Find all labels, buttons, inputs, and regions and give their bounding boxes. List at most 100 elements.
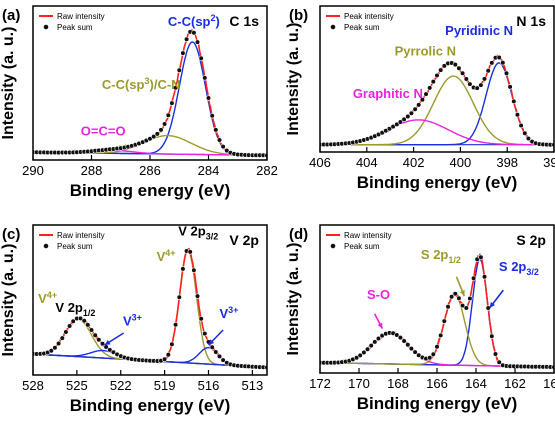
peak-sum-marker xyxy=(158,127,164,133)
peak-sum-marker xyxy=(191,267,197,273)
legend-swatch-marker xyxy=(43,24,49,30)
legend: Raw intensity Peak sum xyxy=(326,231,392,251)
annotation-tail: ) xyxy=(216,14,220,29)
annotation-superscript: 3+ xyxy=(228,305,238,315)
peak-annotation: S-O xyxy=(367,287,390,302)
annotation-text: C-C(sp xyxy=(168,14,211,29)
annotation-superscript: 2 xyxy=(211,13,216,23)
annotation-subscript: 3/2 xyxy=(526,267,539,277)
legend-label: Peak sum xyxy=(344,242,380,251)
peak-sum-marker xyxy=(401,338,407,344)
peak-sum-marker xyxy=(357,352,363,359)
peak-sum-marker xyxy=(70,318,76,324)
peak-sum-marker xyxy=(173,85,179,91)
annotation-text: V 2p xyxy=(178,224,206,239)
legend-label: Peak sum xyxy=(57,242,93,251)
peak-sum-marker xyxy=(452,61,458,68)
panel-title: C 1s xyxy=(229,13,259,29)
annotation-tail: )/C-N xyxy=(150,77,181,92)
axes-frame xyxy=(32,224,268,376)
peak-sum-marker xyxy=(354,355,360,361)
legend-label: Peak sum xyxy=(344,23,380,32)
panel-title: S 2p xyxy=(516,232,546,248)
peak-sum-marker xyxy=(81,318,87,324)
annotation-superscript: 3 xyxy=(144,76,149,86)
legend-label: Raw intensity xyxy=(57,12,105,21)
peak-sum-marker xyxy=(209,113,215,119)
annotation-superscript: 4+ xyxy=(165,248,175,258)
peak-sum-marker xyxy=(176,67,182,73)
peak-sum-marker xyxy=(165,352,171,358)
peak-sum-marker xyxy=(518,122,524,129)
peak-sum-marker xyxy=(368,343,374,349)
peak-sum-marker xyxy=(85,322,91,328)
peak-annotation: Pyrrolic N xyxy=(395,44,456,59)
x-tick-label: 166 xyxy=(426,376,448,391)
annotation-text: S 2p xyxy=(421,247,449,262)
x-tick-label: 400 xyxy=(450,155,472,170)
annotation-text: Pyrrolic N xyxy=(395,44,456,59)
legend: Raw intensity Peak sum xyxy=(39,12,105,32)
peak-sum-marker xyxy=(412,106,418,112)
peak-sum-marker xyxy=(220,357,226,363)
peak-sum-marker xyxy=(514,112,521,118)
legend: Raw intensity Peak sum xyxy=(39,231,105,251)
peak-sum-marker xyxy=(59,335,65,341)
peak-sum-marker xyxy=(474,85,480,91)
peak-sum-marker xyxy=(471,275,477,281)
peak-sum-marker xyxy=(397,119,404,125)
peak-sum-marker xyxy=(522,130,528,136)
peak-sum-marker xyxy=(430,351,436,357)
panel-label: (a) xyxy=(2,7,20,24)
peak-sum-marker xyxy=(390,123,396,130)
peak-sum-marker xyxy=(478,254,484,260)
peak-sum-marker xyxy=(481,274,488,280)
peak-annotation: S 2p3/2 xyxy=(499,259,539,277)
peak-sum-marker xyxy=(394,121,400,127)
peak-annotation: C-C(sp2) xyxy=(168,13,220,29)
arrow-head xyxy=(377,322,383,329)
peak-sum-marker xyxy=(154,131,160,137)
legend-label: Raw intensity xyxy=(344,231,392,240)
peak-sum-marker xyxy=(63,329,69,335)
peak-sum-marker xyxy=(165,112,171,118)
x-tick-label: 284 xyxy=(198,163,220,178)
peak-sum-marker xyxy=(202,331,208,337)
peak-sum-marker xyxy=(438,67,444,73)
peak-sum-marker xyxy=(416,102,422,108)
peak-sum-marker xyxy=(485,68,491,74)
peak-sum-marker xyxy=(216,353,223,360)
peak-sum-marker xyxy=(194,39,201,45)
peak-sum-marker xyxy=(456,295,462,301)
x-tick-label: 406 xyxy=(309,155,331,170)
peak-sum-marker xyxy=(430,78,436,85)
peak-sum-marker xyxy=(213,349,219,355)
panel-a: 290 288 286 284 282 Binding energy (eV) Intens… xyxy=(0,5,278,200)
peak-sum-marker xyxy=(96,337,102,343)
peak-sum-marker xyxy=(419,97,426,103)
peak-sum-marker xyxy=(220,144,226,150)
component-peak-0 xyxy=(320,258,554,368)
annotation-text: S 2p xyxy=(499,259,527,274)
x-axis-label: Binding energy (eV) xyxy=(70,181,231,200)
peak-sum-marker xyxy=(169,341,175,347)
panel-b: 406 404 402 400 398 396 Binding energy (eV) Int… xyxy=(285,5,555,192)
peak-sum-marker xyxy=(176,294,182,300)
plot-area xyxy=(33,28,267,158)
peak-sum-marker xyxy=(55,340,62,347)
peak-sum-marker xyxy=(408,110,415,116)
peak-sum-marker xyxy=(405,342,411,348)
arrow-head xyxy=(104,339,111,345)
axes-frame xyxy=(319,5,555,153)
peak-sum-marker xyxy=(66,323,73,329)
peak-sum-marker xyxy=(198,55,204,61)
x-tick-label: 290 xyxy=(22,163,44,178)
x-tick-label: 164 xyxy=(465,376,487,391)
y-axis-label: Intensity (a. u.) xyxy=(0,244,17,357)
peak-sum-marker xyxy=(467,295,473,302)
peak-annotation: Pyridinic N xyxy=(445,23,513,38)
peak-sum-marker xyxy=(434,72,440,79)
x-axis-label: Binding energy (eV) xyxy=(357,173,518,192)
peak-sum-marker xyxy=(184,36,190,42)
